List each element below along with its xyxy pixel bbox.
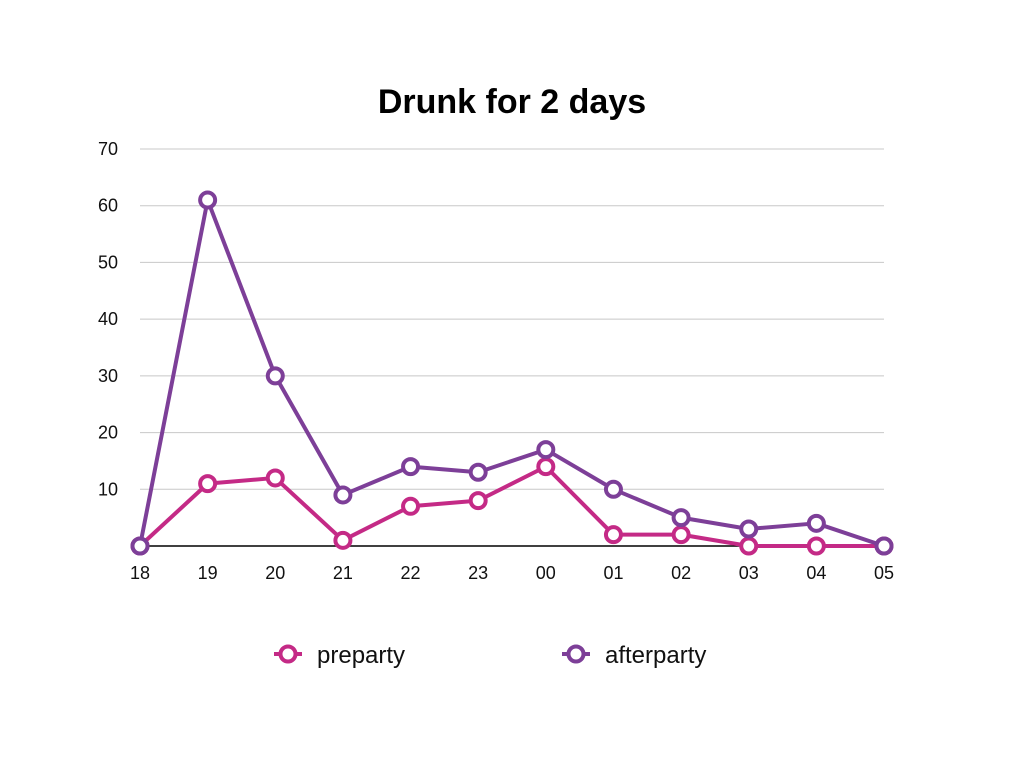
series-afterparty [130,190,894,556]
x-tick-label: 00 [536,563,556,583]
x-tick-label: 02 [671,563,691,583]
y-tick-label: 70 [98,139,118,159]
data-point [401,457,421,477]
data-point [536,440,556,460]
x-tick-label: 18 [130,563,150,583]
data-point [806,513,826,533]
data-point [198,190,218,210]
data-point [603,479,623,499]
x-tick-label: 22 [401,563,421,583]
x-axis-tick-labels: 18 19 20 21 22 23 00 01 02 03 04 05 [130,563,894,583]
x-tick-label: 21 [333,563,353,583]
data-point [739,536,759,556]
legend-marker [278,644,298,664]
legend-marker [566,644,586,664]
data-point [671,508,691,528]
data-point [671,525,691,545]
x-tick-label: 20 [265,563,285,583]
x-tick-label: 19 [198,563,218,583]
data-point [401,496,421,516]
y-tick-label: 20 [98,423,118,443]
data-point [874,536,894,556]
y-tick-label: 30 [98,366,118,386]
data-point [536,457,556,477]
data-point [265,366,285,386]
data-point [265,468,285,488]
x-tick-label: 03 [739,563,759,583]
y-tick-label: 60 [98,196,118,216]
legend-label: afterparty [605,642,706,669]
y-tick-label: 10 [98,479,118,499]
data-point [333,530,353,550]
y-axis-tick-labels: 10 20 30 40 50 60 70 [98,139,118,499]
grid-lines [140,148,884,490]
data-point [130,536,150,556]
chart-title: Drunk for 2 days [378,83,646,121]
legend-item-afterparty: afterparty [562,642,706,669]
series-line [138,464,886,548]
series-layer [130,190,894,556]
legend-label: preparty [317,642,405,669]
x-tick-label: 23 [468,563,488,583]
x-tick-label: 05 [874,563,894,583]
data-point [468,462,488,482]
legend: preparty afterparty [274,642,706,669]
data-point [468,491,488,511]
series-preparty [130,457,894,556]
data-point [333,485,353,505]
data-point [806,536,826,556]
legend-item-preparty: preparty [274,642,405,669]
data-point [603,525,623,545]
y-tick-label: 40 [98,309,118,329]
data-point [198,474,218,494]
x-tick-label: 01 [603,563,623,583]
data-point [739,519,759,539]
x-tick-label: 04 [806,563,826,583]
series-line [138,198,886,548]
y-tick-label: 50 [98,252,118,272]
